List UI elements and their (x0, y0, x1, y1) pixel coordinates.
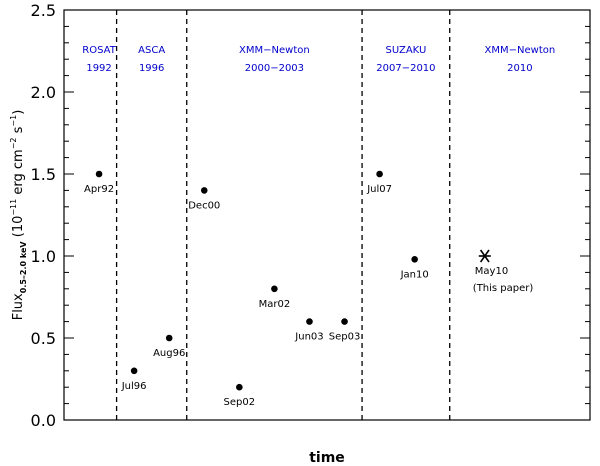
data-point (200, 187, 208, 194)
y-label-sup: −11 (9, 199, 18, 216)
point-label: Jul96 (121, 381, 147, 392)
y-label-part: ) (11, 110, 26, 115)
point-label: Sep03 (329, 332, 361, 343)
y-axis: 0.0 0.5 1.0 1.5 2.0 2.5 (31, 1, 590, 430)
y-label-sup: −2 (9, 138, 18, 150)
mission-years: 1996 (139, 63, 164, 74)
data-point (236, 383, 243, 391)
y-tick-label: 1.5 (31, 165, 56, 184)
y-axis-label: Flux0.5–2.0 keV (10−11 erg cm−2 s−1) (9, 110, 28, 321)
data-point (271, 285, 278, 293)
point-label: Sep02 (224, 397, 256, 408)
mission-years: 2007−2010 (376, 63, 435, 74)
y-tick-label: 2.5 (31, 1, 56, 20)
y-tick-label: 2.0 (31, 83, 56, 102)
y-label-sub: 0.5–2.0 keV (19, 241, 28, 294)
point-label: Jun03 (294, 332, 323, 343)
mission-years: 2000−2003 (245, 63, 304, 74)
data-points: Apr92 Jul96 Aug96 Dec00 Sep02 Mar02 Jun03 Sep03… (84, 170, 534, 408)
y-label-part: erg cm (11, 149, 26, 198)
plot-frame (63, 9, 591, 421)
point-label: Jan10 (400, 269, 429, 280)
data-point (341, 318, 348, 325)
y-tick-label: 0.5 (31, 329, 56, 348)
y-label-part: s (11, 126, 26, 137)
point-label: Mar02 (259, 299, 291, 310)
y-label-part: (10 (11, 216, 26, 242)
mission-name: ASCA (138, 45, 165, 56)
data-point (95, 170, 103, 178)
data-point (411, 255, 418, 263)
mission-name: XMM−Newton (239, 45, 310, 56)
point-note: (This paper) (473, 283, 534, 294)
y-label-sup: −1 (9, 115, 18, 127)
data-point (165, 334, 173, 342)
point-label: May10 (475, 266, 508, 277)
mission-years: 1992 (86, 63, 111, 74)
mission-name: XMM−Newton (485, 45, 556, 56)
data-point (306, 318, 313, 325)
y-label-part: Flux (11, 293, 26, 320)
mission-years: 2010 (507, 63, 532, 74)
point-label: Aug96 (153, 348, 185, 359)
point-label: Dec00 (188, 200, 220, 211)
x-axis-label: time (309, 450, 345, 466)
data-point (130, 367, 138, 375)
mission-name: SUZAKU (386, 45, 427, 56)
y-tick-label: 0.0 (31, 411, 56, 430)
point-label: Apr92 (84, 184, 114, 195)
data-point (376, 170, 383, 178)
mission-name: ROSAT (82, 45, 116, 56)
point-label: Jul07 (366, 184, 392, 195)
y-tick-label: 1.0 (31, 247, 56, 266)
mission-labels: ROSAT 1992 ASCA 1996 XMM−Newton 2000−2003 SUZA… (82, 45, 555, 74)
star-marker-d2 (479, 249, 490, 263)
